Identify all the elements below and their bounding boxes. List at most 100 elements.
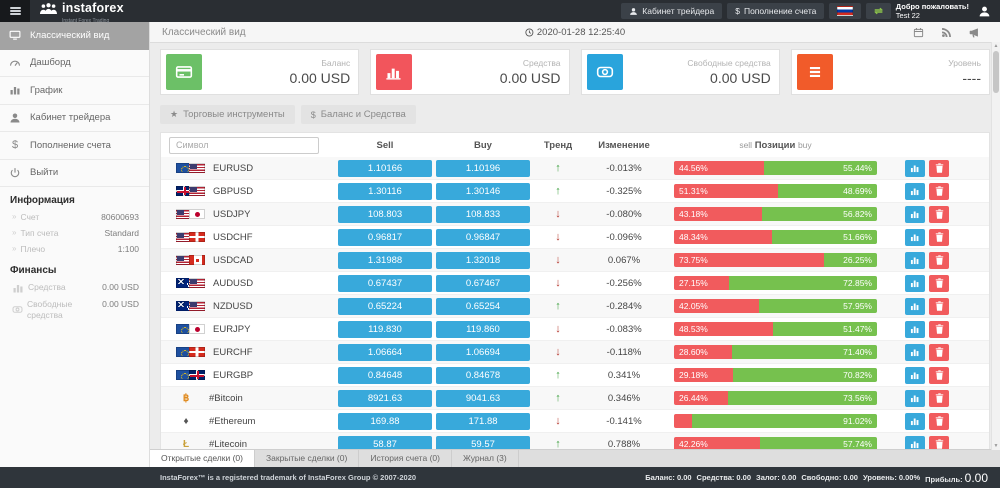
symbol-cell[interactable]: USDCHF	[161, 232, 336, 243]
card-label: Баланс	[321, 58, 351, 68]
delete-symbol-button[interactable]	[929, 274, 949, 292]
buy-price-button[interactable]: 59.57	[436, 435, 530, 450]
symbol-cell[interactable]: EURJPY	[161, 324, 336, 335]
sell-price-button[interactable]: 0.67437	[338, 274, 432, 292]
buy-price-button[interactable]: 119.860	[436, 320, 530, 338]
open-chart-button[interactable]	[905, 389, 925, 407]
delete-symbol-button[interactable]	[929, 182, 949, 200]
buy-price-button[interactable]: 0.67467	[436, 274, 530, 292]
delete-symbol-button[interactable]	[929, 205, 949, 223]
delete-symbol-button[interactable]	[929, 251, 949, 269]
balance-funds-button[interactable]: $ Баланс и Средства	[300, 105, 416, 124]
sell-price-button[interactable]: 8921.63	[338, 389, 432, 407]
delete-symbol-button[interactable]	[929, 412, 949, 430]
symbol-filter-input[interactable]	[169, 136, 319, 154]
delete-symbol-button[interactable]	[929, 320, 949, 338]
scroll-up-arrow[interactable]: ▲	[993, 43, 999, 49]
delete-symbol-button[interactable]	[929, 297, 949, 315]
buy-price-button[interactable]: 0.65254	[436, 297, 530, 315]
buy-price-button[interactable]: 171.88	[436, 412, 530, 430]
rss-icon[interactable]	[932, 27, 960, 38]
us-flag-icon	[188, 186, 205, 196]
sell-price-button[interactable]: 0.96817	[338, 228, 432, 246]
buy-price-button[interactable]: 108.833	[436, 205, 530, 223]
open-chart-button[interactable]	[905, 159, 925, 177]
sell-price-button[interactable]: 58.87	[338, 435, 432, 450]
change-percent: 0.067%	[607, 254, 641, 266]
open-chart-button[interactable]	[905, 435, 925, 450]
scroll-down-arrow[interactable]: ▼	[993, 443, 999, 449]
calendar-icon[interactable]	[904, 27, 932, 38]
bottom-tab[interactable]: Закрытые сделки (0)	[254, 450, 360, 467]
language-flag-button[interactable]	[829, 3, 862, 19]
buy-price-button[interactable]: 1.10196	[436, 159, 530, 177]
sidebar-item-chart[interactable]: График	[0, 77, 149, 105]
sell-price-button[interactable]: 1.31988	[338, 251, 432, 269]
monitor-icon	[0, 29, 30, 41]
bottom-tab[interactable]: Журнал (3)	[451, 450, 519, 467]
open-chart-button[interactable]	[905, 320, 925, 338]
bottom-tab[interactable]: Открытые сделки (0)	[150, 450, 255, 467]
symbol-cell[interactable]: GBPUSD	[161, 186, 336, 197]
deposit-button[interactable]: $ Пополнение счета	[727, 3, 825, 19]
exchange-button[interactable]: ⇌	[866, 3, 891, 19]
symbol-cell[interactable]: EURCHF	[161, 347, 336, 358]
delete-symbol-button[interactable]	[929, 389, 949, 407]
symbol-cell[interactable]: Ł #Litecoin	[161, 439, 336, 450]
symbol-cell[interactable]: ฿ #Bitcoin	[161, 393, 336, 404]
sell-price-button[interactable]: 1.06664	[338, 343, 432, 361]
buy-price-button[interactable]: 1.32018	[436, 251, 530, 269]
open-chart-button[interactable]	[905, 274, 925, 292]
user-avatar[interactable]	[974, 1, 994, 21]
buy-price-button[interactable]: 1.30146	[436, 182, 530, 200]
delete-symbol-button[interactable]	[929, 366, 949, 384]
sell-price-button[interactable]: 119.830	[338, 320, 432, 338]
sell-price-button[interactable]: 1.30116	[338, 182, 432, 200]
sidebar-item-gauge[interactable]: Дашборд	[0, 50, 149, 77]
open-chart-button[interactable]	[905, 343, 925, 361]
open-chart-button[interactable]	[905, 366, 925, 384]
delete-symbol-button[interactable]	[929, 343, 949, 361]
sell-price-button[interactable]: 1.10166	[338, 159, 432, 177]
open-chart-button[interactable]	[905, 251, 925, 269]
delete-symbol-button[interactable]	[929, 228, 949, 246]
open-chart-button[interactable]	[905, 228, 925, 246]
open-chart-button[interactable]	[905, 412, 925, 430]
buy-price-button[interactable]: 1.06694	[436, 343, 530, 361]
trader-cabinet-button[interactable]: Кабинет трейдера	[621, 3, 723, 19]
trading-instruments-button[interactable]: ★ Торговые инструменты	[160, 105, 295, 124]
symbol-cell[interactable]: USDCAD	[161, 255, 336, 266]
buy-price-button[interactable]: 0.96847	[436, 228, 530, 246]
sidebar-item-dollar[interactable]: $ Пополнение счета	[0, 132, 149, 160]
symbol-cell[interactable]: ♦ #Ethereum	[161, 416, 336, 427]
sell-price-button[interactable]: 108.803	[338, 205, 432, 223]
delete-symbol-button[interactable]	[929, 435, 949, 450]
sidebar-item-monitor[interactable]: Классический вид	[0, 22, 149, 50]
open-chart-button[interactable]	[905, 297, 925, 315]
open-chart-button[interactable]	[905, 182, 925, 200]
buy-price-button[interactable]: 9041.63	[436, 389, 530, 407]
sidebar-item-user[interactable]: Кабинет трейдера	[0, 105, 149, 132]
megaphone-icon[interactable]	[960, 27, 988, 38]
us-flag-icon	[188, 301, 205, 311]
symbol-cell[interactable]: EURGBP	[161, 370, 336, 381]
buy-percent: 51.66%	[843, 232, 872, 242]
credit-card-icon	[166, 54, 202, 90]
open-chart-button[interactable]	[905, 205, 925, 223]
free-funds-card: Свободные средства 0.00 USD	[580, 49, 780, 95]
bottom-tab[interactable]: История счета (0)	[359, 450, 452, 467]
scrollbar-thumb[interactable]	[993, 51, 999, 93]
symbol-cell[interactable]: AUDUSD	[161, 278, 336, 289]
symbol-cell[interactable]: NZDUSD	[161, 301, 336, 312]
buy-price-button[interactable]: 0.84678	[436, 366, 530, 384]
sidebar-item-power[interactable]: Выйти	[0, 160, 149, 187]
symbol-cell[interactable]: EURUSD	[161, 163, 336, 174]
symbol-cell[interactable]: USDJPY	[161, 209, 336, 220]
sell-price-button[interactable]: 169.88	[338, 412, 432, 430]
change-percent: -0.284%	[606, 300, 642, 312]
sell-price-button[interactable]: 0.65224	[338, 297, 432, 315]
sell-price-button[interactable]: 0.84648	[338, 366, 432, 384]
hamburger-icon[interactable]	[0, 0, 30, 22]
delete-symbol-button[interactable]	[929, 159, 949, 177]
vertical-scrollbar[interactable]: ▲ ▼	[991, 42, 1000, 450]
